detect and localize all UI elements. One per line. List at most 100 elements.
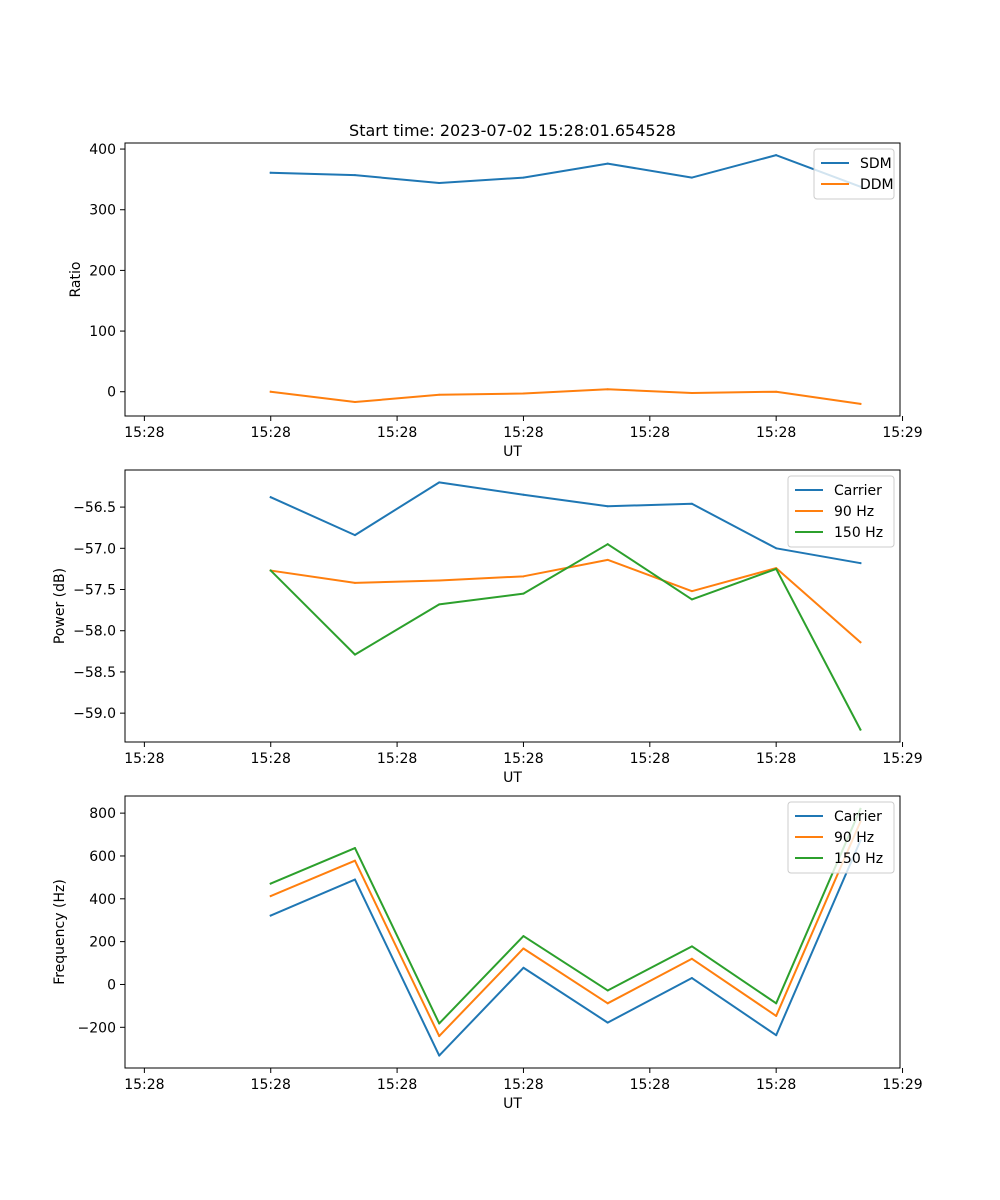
figure-title: Start time: 2023-07-02 15:28:01.654528 bbox=[349, 121, 676, 140]
data-point bbox=[353, 581, 356, 584]
series-line-carrier bbox=[269, 839, 862, 1057]
x-tick-label: 15:29 bbox=[882, 751, 922, 767]
data-point bbox=[438, 481, 441, 484]
y-axis-label: Power (dB) bbox=[52, 568, 68, 644]
data-point bbox=[775, 1002, 778, 1005]
data-point bbox=[438, 1054, 441, 1057]
plots-container: 15:28 15:28 15:28 15:28 15:28 15:28 15:29 0 100 2… bbox=[52, 142, 923, 1112]
data-point bbox=[775, 547, 778, 550]
data-point bbox=[522, 947, 525, 950]
data-point bbox=[353, 401, 356, 404]
data-point bbox=[269, 895, 272, 898]
data-point bbox=[353, 653, 356, 656]
y-tick-label: −59.0 bbox=[73, 706, 116, 722]
series-line-150-hz bbox=[269, 543, 862, 731]
legend-label: Carrier bbox=[834, 809, 882, 825]
data-point bbox=[269, 496, 272, 499]
x-tick-label: 15:28 bbox=[630, 751, 670, 767]
data-point bbox=[690, 590, 693, 593]
data-point bbox=[269, 171, 272, 174]
data-point bbox=[859, 562, 862, 565]
legend-box bbox=[813, 148, 895, 200]
data-point bbox=[522, 592, 525, 595]
x-tick-label: 15:28 bbox=[251, 1077, 291, 1093]
y-tick-label: 300 bbox=[89, 203, 116, 219]
y-tick-label: −57.5 bbox=[73, 583, 116, 599]
y-tick-label: −56.5 bbox=[73, 500, 116, 516]
x-tick-label: 15:29 bbox=[882, 425, 922, 441]
data-point bbox=[690, 945, 693, 948]
data-point bbox=[353, 847, 356, 850]
data-point bbox=[690, 391, 693, 394]
x-tick-label: 15:28 bbox=[756, 425, 796, 441]
y-tick-label: 200 bbox=[89, 935, 116, 951]
data-point bbox=[606, 543, 609, 546]
data-point bbox=[269, 390, 272, 393]
legend-label: DDM bbox=[860, 177, 894, 193]
y-tick-label: 0 bbox=[107, 385, 116, 401]
x-tick-label: 15:28 bbox=[124, 1077, 164, 1093]
x-tick-label: 15:28 bbox=[756, 751, 796, 767]
legend: SDM DDM bbox=[813, 148, 895, 200]
data-point bbox=[438, 393, 441, 396]
data-point bbox=[775, 1034, 778, 1037]
data-point bbox=[606, 1002, 609, 1005]
data-point bbox=[859, 402, 862, 405]
data-point bbox=[438, 1035, 441, 1038]
data-point bbox=[690, 977, 693, 980]
legend-label: Carrier bbox=[834, 483, 882, 499]
plot-area bbox=[124, 469, 901, 743]
data-point bbox=[353, 534, 356, 537]
data-point bbox=[438, 1022, 441, 1025]
y-tick-label: −57.0 bbox=[73, 541, 116, 557]
data-point bbox=[522, 392, 525, 395]
series-line-150-hz bbox=[269, 807, 862, 1025]
data-point bbox=[690, 176, 693, 179]
x-tick-label: 15:28 bbox=[251, 751, 291, 767]
data-point bbox=[690, 598, 693, 601]
legend-label: 150 Hz bbox=[834, 525, 883, 541]
data-point bbox=[690, 957, 693, 960]
y-axis-label: Ratio bbox=[68, 262, 84, 298]
series-line-carrier bbox=[269, 481, 862, 565]
plot-area bbox=[124, 795, 901, 1069]
data-point bbox=[353, 174, 356, 177]
data-point bbox=[606, 989, 609, 992]
y-tick-label: −200 bbox=[78, 1020, 116, 1036]
series-line-ddm bbox=[269, 388, 862, 406]
y-tick-label: 100 bbox=[89, 324, 116, 340]
y-tick-label: 0 bbox=[107, 977, 116, 993]
y-tick-label: −58.0 bbox=[73, 624, 116, 640]
data-point bbox=[775, 1014, 778, 1017]
y-tick-label: 400 bbox=[89, 142, 116, 158]
data-point bbox=[269, 914, 272, 917]
y-tick-label: 600 bbox=[89, 849, 116, 865]
x-tick-label: 15:28 bbox=[756, 1077, 796, 1093]
data-point bbox=[522, 935, 525, 938]
data-point bbox=[438, 603, 441, 606]
x-tick-label: 15:28 bbox=[503, 1077, 543, 1093]
y-tick-label: 800 bbox=[89, 806, 116, 822]
x-tick-label: 15:28 bbox=[503, 751, 543, 767]
legend: Carrier 90 Hz 150 Hz bbox=[787, 801, 895, 874]
legend-box bbox=[787, 801, 895, 874]
data-point bbox=[522, 176, 525, 179]
subplot-1: 15:28 15:28 15:28 15:28 15:28 15:28 15:29 0 100 2… bbox=[68, 142, 923, 460]
legend-label: 150 Hz bbox=[834, 851, 883, 867]
series-line-90-hz bbox=[269, 820, 862, 1038]
series-line-sdm bbox=[269, 154, 862, 188]
data-point bbox=[859, 728, 862, 731]
data-point bbox=[522, 493, 525, 496]
data-point bbox=[438, 579, 441, 582]
legend-label: SDM bbox=[860, 156, 892, 172]
data-point bbox=[775, 154, 778, 157]
data-point bbox=[690, 502, 693, 505]
plot-area bbox=[124, 142, 901, 417]
legend-label: 90 Hz bbox=[834, 830, 874, 846]
x-tick-label: 15:28 bbox=[377, 751, 417, 767]
data-point bbox=[353, 859, 356, 862]
data-point bbox=[606, 1021, 609, 1024]
legend-box bbox=[787, 475, 895, 548]
x-axis-label: UT bbox=[503, 770, 522, 786]
